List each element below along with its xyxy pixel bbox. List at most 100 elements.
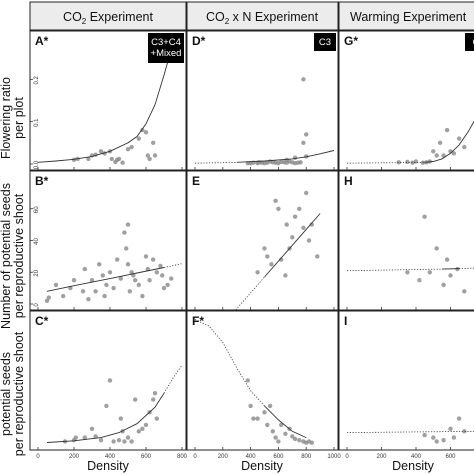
data-point [265, 422, 270, 428]
data-point [437, 140, 443, 145]
data-point [147, 156, 152, 162]
data-point [441, 438, 446, 443]
data-point [145, 153, 150, 158]
fit-line-dotted [194, 161, 237, 164]
fit-line-solid [46, 392, 165, 443]
data-point [417, 278, 422, 283]
panel-frame [338, 170, 474, 311]
panel-6: H [338, 170, 474, 311]
data-point [73, 435, 79, 440]
y-tick-label: 0.2 [34, 76, 40, 85]
x-axis-title-3: Density [392, 459, 434, 473]
data-point [265, 254, 270, 259]
data-point [427, 270, 432, 275]
data-point [441, 282, 446, 288]
data-point [276, 206, 281, 211]
y-tick-label: 40 [34, 238, 40, 245]
panel-4: B* 0 20 40 60 [29, 170, 187, 311]
data-point [143, 422, 149, 428]
data-point [140, 293, 145, 299]
data-point [448, 273, 453, 278]
data-point [273, 198, 278, 203]
data-point [434, 246, 439, 251]
data-point [89, 278, 95, 283]
data-point [462, 289, 467, 294]
x-tick-label: 200 [69, 454, 80, 460]
data-point [315, 254, 320, 259]
fit-line-dotted [346, 267, 474, 272]
data-point [270, 429, 275, 434]
data-point [309, 222, 314, 227]
header-co2xn-bg [186, 1, 339, 31]
data-point [160, 273, 165, 278]
panel-plot-area [194, 319, 314, 445]
row-title-3a: potential seeds [0, 352, 13, 436]
data-point [86, 156, 91, 162]
column-headers: CO2 Experiment CO2 x N Experiment Warmin… [29, 1, 474, 31]
y-tick-label: 0 [34, 303, 40, 307]
panel-label: C* [35, 314, 49, 328]
x-tick-label: 400 [105, 454, 116, 460]
x-axis-title-2: Density [241, 459, 283, 473]
panel-frame [186, 30, 339, 171]
data-point [82, 266, 88, 272]
panel-label: E [192, 174, 200, 188]
data-point [434, 439, 439, 444]
data-point [102, 293, 107, 299]
y-tick-label: 0.0 [34, 160, 40, 169]
x-tick-label: 800 [177, 454, 188, 460]
data-point [115, 257, 120, 262]
data-point [444, 257, 450, 262]
data-point [80, 289, 86, 294]
data-point [245, 378, 250, 383]
data-point [154, 270, 159, 275]
data-point [116, 438, 122, 443]
data-point [413, 159, 419, 164]
row-title-2a: Number of potential seeds [0, 183, 13, 329]
data-point [93, 289, 98, 294]
data-point [262, 246, 267, 251]
group-badge [314, 33, 336, 51]
data-point [455, 266, 460, 272]
data-point [169, 276, 174, 281]
x-tick-label: 0 [36, 454, 40, 460]
data-point [151, 257, 156, 262]
data-point [107, 270, 113, 275]
panel-frame [186, 170, 339, 311]
data-point [53, 282, 59, 288]
data-point [109, 156, 115, 162]
panel-plot-area [346, 214, 474, 294]
data-point [61, 293, 66, 299]
data-point [129, 144, 134, 150]
row-title-1b: per plot [12, 97, 26, 139]
data-point [93, 434, 98, 439]
fit-line-solid [264, 213, 321, 278]
data-point [301, 140, 306, 145]
data-point [158, 263, 163, 269]
header-co2-bg [29, 1, 187, 31]
panel-plot-area [346, 120, 474, 165]
row-titles: Flowering ratio per plot Number of poten… [0, 77, 26, 456]
header-warming: Warming Experiment [350, 10, 467, 24]
panel-5: E [186, 170, 339, 311]
data-point [292, 214, 298, 219]
data-point [267, 403, 273, 409]
data-point [251, 416, 256, 421]
data-point [118, 276, 124, 281]
data-point [396, 160, 401, 165]
row-title-1a: Flowering ratio [0, 77, 13, 159]
data-point [122, 230, 127, 235]
data-point [151, 397, 156, 402]
data-point [456, 416, 462, 421]
data-point [273, 435, 278, 440]
header-co2: CO2 Experiment [63, 10, 153, 26]
data-point [125, 222, 131, 227]
data-point [422, 432, 427, 438]
data-point [104, 282, 109, 288]
x-tick-label: 200 [376, 454, 387, 460]
data-point [125, 262, 131, 267]
data-point [448, 426, 453, 431]
data-point [297, 438, 302, 443]
fit-line-dotted [346, 430, 474, 433]
